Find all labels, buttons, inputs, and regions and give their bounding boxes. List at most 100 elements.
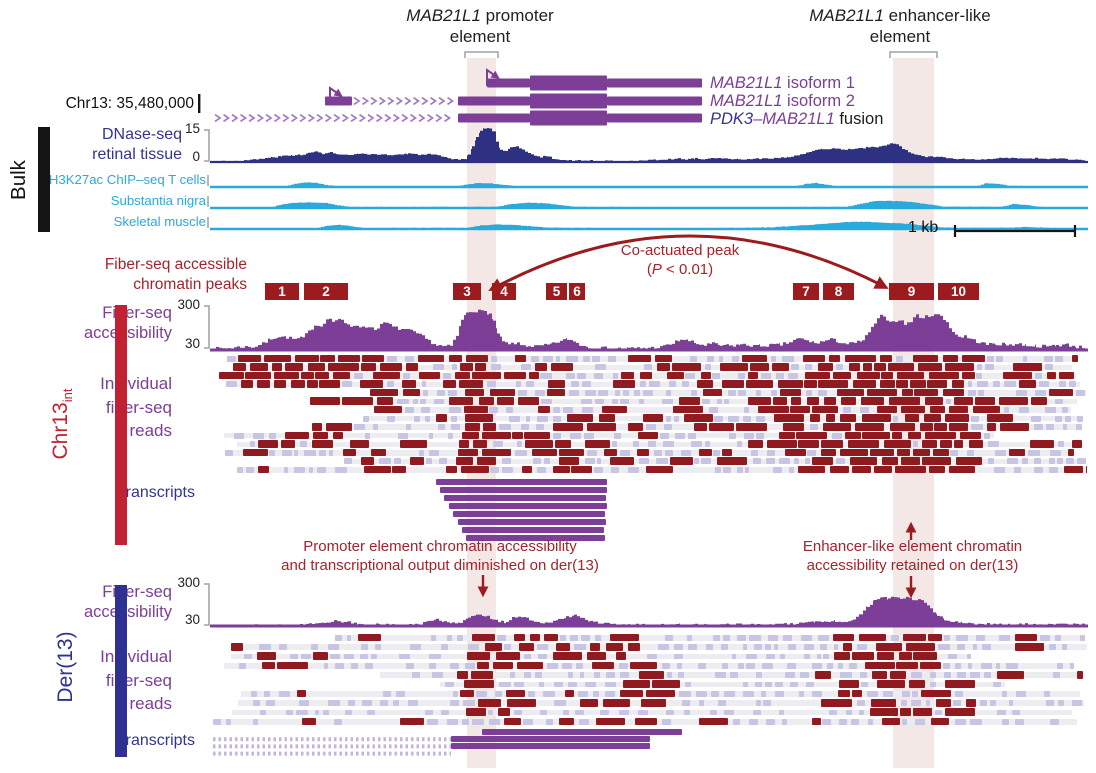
read-block-open bbox=[446, 465, 457, 474]
read-block-closed bbox=[426, 458, 432, 465]
read-block-open bbox=[699, 717, 729, 726]
read-block-closed bbox=[1039, 381, 1050, 388]
read-block-open bbox=[968, 440, 983, 448]
read-block-open bbox=[456, 671, 468, 679]
read-block-open bbox=[284, 431, 309, 440]
read-block-open bbox=[844, 431, 861, 440]
read-block-closed bbox=[487, 709, 493, 716]
read-block-open bbox=[313, 652, 329, 660]
read-block-closed bbox=[656, 458, 668, 465]
read-block-closed bbox=[405, 355, 415, 362]
read-block-closed bbox=[882, 690, 893, 697]
read-block-closed bbox=[781, 718, 787, 725]
read-block-closed bbox=[310, 644, 319, 651]
read-block-closed bbox=[1015, 718, 1025, 725]
coordinate-tick bbox=[198, 94, 201, 113]
transcripts-label-chr13int: Transcripts bbox=[116, 484, 195, 501]
read-block-open bbox=[880, 354, 893, 363]
read-block-closed bbox=[705, 441, 710, 448]
read-block-open bbox=[896, 661, 918, 670]
read-block-open bbox=[818, 380, 848, 388]
read-block-closed bbox=[970, 718, 982, 725]
read-block-closed bbox=[259, 709, 266, 716]
band-bracket bbox=[464, 51, 499, 58]
read-block-open bbox=[634, 717, 657, 726]
read-block-closed bbox=[661, 718, 672, 725]
read-block-open bbox=[479, 397, 495, 405]
read-block-closed bbox=[425, 415, 431, 422]
read-block-open bbox=[804, 380, 818, 388]
read-block-open bbox=[566, 414, 594, 423]
read-block-closed bbox=[361, 644, 368, 651]
read-block-closed bbox=[446, 634, 453, 641]
read-block-open bbox=[745, 380, 774, 388]
read-block-open bbox=[380, 363, 402, 371]
coactuated-arrow bbox=[488, 234, 889, 291]
read-block-open bbox=[952, 380, 965, 388]
read-block-closed bbox=[259, 644, 271, 651]
read-block-closed bbox=[983, 432, 990, 439]
read-block-closed bbox=[431, 634, 437, 641]
read-block-open bbox=[720, 363, 748, 371]
read-block-open bbox=[811, 717, 821, 726]
read-block-closed bbox=[245, 466, 255, 473]
read-block-open bbox=[839, 448, 868, 457]
exon-isoform1 bbox=[487, 78, 530, 88]
read-block-open bbox=[913, 448, 931, 457]
read-block-open bbox=[470, 671, 493, 679]
read-block-closed bbox=[562, 662, 573, 669]
dnase-track-label: DNase-seq retinal tissue bbox=[92, 126, 182, 163]
transcript-bar-chr13int bbox=[462, 527, 604, 534]
peak-box-4: 4 bbox=[492, 283, 516, 300]
read-block-open bbox=[912, 708, 933, 716]
read-block-open bbox=[812, 457, 833, 465]
read-block-open bbox=[701, 371, 712, 380]
read-block-open bbox=[464, 388, 485, 397]
read-block-closed bbox=[324, 662, 329, 669]
read-block-closed bbox=[809, 424, 818, 431]
read-block-closed bbox=[938, 644, 950, 651]
read-block-closed bbox=[448, 407, 461, 413]
read-block-closed bbox=[665, 449, 674, 456]
read-block-closed bbox=[981, 662, 993, 669]
fiber-read-row bbox=[439, 681, 1006, 688]
read-block-closed bbox=[386, 381, 394, 388]
read-block-closed bbox=[596, 458, 602, 465]
read-block-closed bbox=[785, 672, 796, 679]
read-block-open bbox=[869, 708, 898, 716]
read-block-closed bbox=[433, 364, 445, 371]
read-block-closed bbox=[709, 709, 717, 716]
read-block-closed bbox=[365, 432, 371, 439]
transcript-bar-chr13int bbox=[458, 519, 606, 526]
read-block-closed bbox=[718, 355, 723, 362]
read-block-open bbox=[811, 405, 839, 414]
read-block-closed bbox=[843, 407, 851, 413]
read-block-closed bbox=[540, 398, 552, 405]
read-block-open bbox=[311, 423, 322, 431]
read-block-open bbox=[308, 363, 325, 371]
read-block-closed bbox=[300, 653, 311, 660]
fiber-read-row bbox=[237, 441, 1082, 447]
read-block-closed bbox=[567, 672, 573, 679]
read-block-open bbox=[514, 633, 526, 642]
read-block-open bbox=[742, 354, 768, 363]
read-block-open bbox=[748, 371, 758, 380]
read-block-closed bbox=[1048, 644, 1057, 651]
read-block-open bbox=[361, 363, 376, 371]
read-block-open bbox=[844, 354, 876, 363]
read-block-closed bbox=[491, 364, 502, 371]
read-block-closed bbox=[314, 709, 319, 716]
read-block-closed bbox=[976, 372, 982, 379]
read-block-open bbox=[717, 457, 748, 465]
read-block-closed bbox=[721, 662, 729, 669]
dnase-ymin: 0 bbox=[192, 149, 200, 164]
peak-box-2: 2 bbox=[304, 283, 348, 300]
read-block-open bbox=[238, 354, 261, 363]
read-block-closed bbox=[347, 700, 356, 707]
read-block-open bbox=[896, 380, 908, 388]
read-block-closed bbox=[698, 700, 705, 707]
read-block-closed bbox=[1062, 644, 1067, 651]
read-block-open bbox=[953, 397, 973, 405]
read-block-closed bbox=[335, 634, 343, 641]
